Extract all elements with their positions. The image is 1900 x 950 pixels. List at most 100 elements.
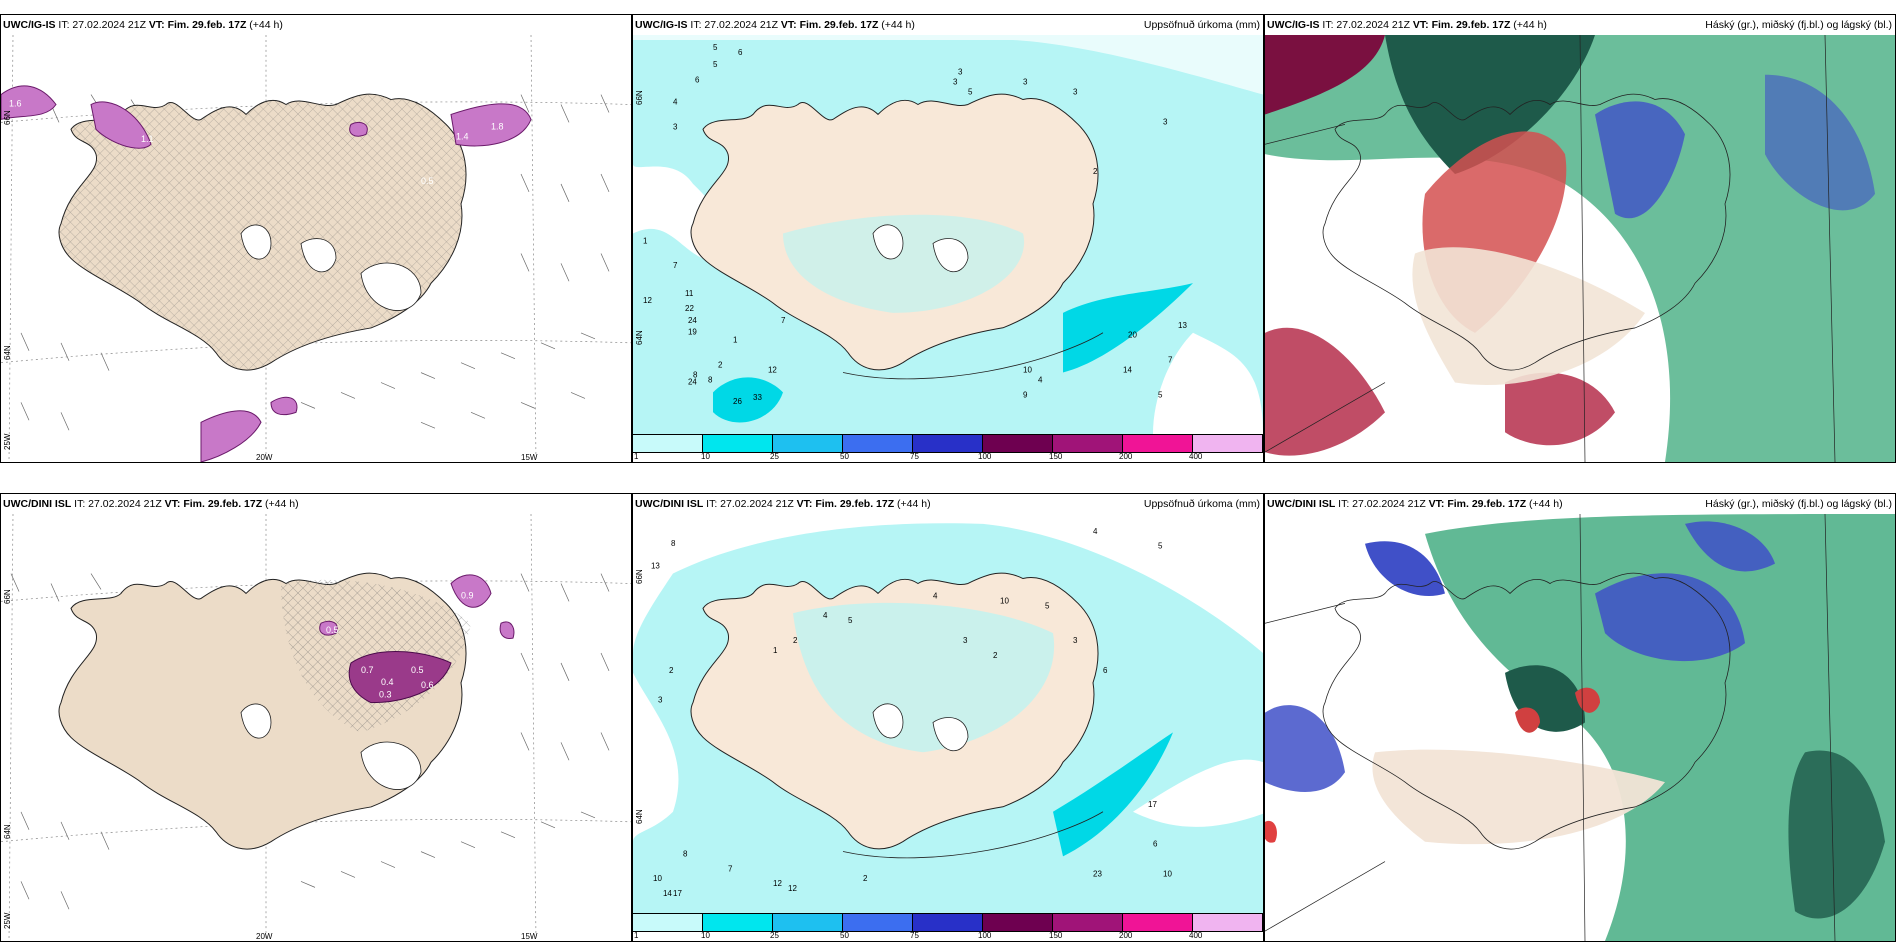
svg-text:12: 12 — [643, 296, 652, 305]
svg-text:7: 7 — [781, 316, 786, 325]
svg-text:9: 9 — [1023, 390, 1028, 399]
svg-text:6: 6 — [1103, 666, 1108, 675]
lat-label: 64N — [635, 809, 644, 824]
colorbar-tick: 200 — [1119, 931, 1133, 940]
colorbar-tick: 1 — [634, 931, 639, 940]
snow-label: 1.1 — [141, 134, 154, 144]
panel-header: UWC/IG-IS IT: 27.02.2024 21Z VT: Fim. 29… — [633, 15, 1263, 35]
cloud-map[interactable] — [1265, 35, 1895, 462]
panel-precip-dini: UWC/DINI ISL IT: 27.02.2024 21Z VT: Fim.… — [632, 493, 1264, 942]
svg-text:4: 4 — [673, 98, 678, 107]
svg-text:26: 26 — [733, 397, 742, 406]
svg-text:4: 4 — [1093, 527, 1098, 536]
colorbar-tick: 400 — [1189, 931, 1203, 940]
snow-map[interactable]: 1.6 1.1 1.4 1.8 0.5 — [1, 35, 631, 462]
lon-label: 20W — [256, 453, 273, 462]
colorbar-tick: 10 — [701, 931, 710, 940]
colorbar-tick: 400 — [1189, 452, 1203, 461]
colorbar-tick: 50 — [840, 931, 849, 940]
colorbar-segment — [843, 914, 913, 931]
svg-text:33: 33 — [753, 393, 762, 402]
svg-text:10: 10 — [1000, 596, 1009, 605]
svg-text:2: 2 — [718, 361, 723, 370]
colorbar-tick: 100 — [978, 452, 992, 461]
lon-label: 15W — [521, 453, 538, 462]
colorbar-segment — [983, 914, 1053, 931]
svg-text:6: 6 — [695, 76, 700, 85]
svg-text:12: 12 — [788, 884, 797, 893]
svg-text:1: 1 — [733, 336, 738, 345]
svg-text:0.5: 0.5 — [326, 625, 339, 635]
snow-label: 1.6 — [9, 99, 22, 109]
svg-text:10: 10 — [1163, 869, 1172, 878]
svg-text:0.5: 0.5 — [411, 665, 424, 675]
svg-text:3: 3 — [958, 68, 963, 77]
svg-text:1: 1 — [773, 646, 778, 655]
svg-text:3: 3 — [953, 78, 958, 87]
svg-text:1: 1 — [643, 236, 648, 245]
colorbar-segment — [983, 435, 1053, 452]
svg-text:19: 19 — [688, 328, 697, 337]
snow-label: 1.8 — [491, 121, 504, 131]
svg-text:3: 3 — [1163, 117, 1168, 126]
cloud-map[interactable] — [1265, 514, 1895, 941]
colorbar-segment — [913, 914, 983, 931]
svg-text:4: 4 — [823, 611, 828, 620]
lon-label: 25W — [3, 912, 12, 929]
precip-map[interactable]: 6 5 6 4 3 3 5 3 3 2 3 1 1 2 4 14 20 13 7… — [633, 35, 1263, 434]
svg-text:5: 5 — [1045, 601, 1050, 610]
svg-text:3: 3 — [673, 122, 678, 131]
svg-text:0.7: 0.7 — [361, 665, 374, 675]
svg-text:24: 24 — [688, 377, 697, 386]
svg-text:10: 10 — [653, 874, 662, 883]
svg-text:2: 2 — [993, 651, 998, 660]
svg-text:5: 5 — [713, 60, 718, 69]
colorbar-segment — [703, 435, 773, 452]
colorbar-segment — [843, 435, 913, 452]
panel-snow-dini: UWC/DINI ISL IT: 27.02.2024 21Z VT: Fim.… — [0, 493, 632, 942]
panel-header: UWC/IG-IS IT: 27.02.2024 21Z VT: Fim. 29… — [1, 15, 631, 35]
panel-clouds-igis: UWC/IG-IS IT: 27.02.2024 21Z VT: Fim. 29… — [1264, 14, 1896, 463]
colorbar-tick: 100 — [978, 931, 992, 940]
svg-text:2: 2 — [793, 636, 798, 645]
svg-text:5: 5 — [1158, 390, 1163, 399]
svg-text:0.3: 0.3 — [379, 690, 392, 700]
svg-text:0.6: 0.6 — [421, 680, 434, 690]
panel-header: UWC/DINI ISL IT: 27.02.2024 21Z VT: Fim.… — [633, 494, 1263, 514]
svg-text:3: 3 — [1073, 88, 1078, 97]
svg-text:2: 2 — [863, 874, 868, 883]
svg-text:14: 14 — [1123, 365, 1132, 374]
lat-label: 64N — [635, 330, 644, 345]
colorbar-tick: 25 — [770, 931, 779, 940]
svg-text:3: 3 — [1073, 636, 1078, 645]
svg-text:20: 20 — [1128, 331, 1137, 340]
svg-text:8: 8 — [708, 375, 713, 384]
svg-text:8: 8 — [671, 539, 676, 548]
lon-label: 20W — [256, 932, 273, 941]
svg-text:13: 13 — [651, 562, 660, 571]
panel-snow-igis: UWC/IG-IS IT: 27.02.2024 21Z VT: Fim. 29… — [0, 14, 632, 463]
colorbar-tick: 75 — [910, 452, 919, 461]
colorbar-segment — [1053, 914, 1123, 931]
colorbar-segment — [773, 435, 843, 452]
svg-text:12: 12 — [773, 879, 782, 888]
svg-text:5: 5 — [713, 43, 718, 52]
svg-text:5: 5 — [1158, 542, 1163, 551]
svg-text:23: 23 — [1093, 869, 1102, 878]
colorbar-segment — [1193, 914, 1263, 931]
svg-text:5: 5 — [848, 616, 853, 625]
svg-text:10: 10 — [1023, 365, 1032, 374]
svg-text:17: 17 — [1148, 800, 1157, 809]
svg-text:2: 2 — [669, 666, 674, 675]
precip-map[interactable]: 8 13 2 3 2 1 4 10 5 3 6 3 2 5 17 23 6 10… — [633, 514, 1263, 913]
svg-text:17: 17 — [673, 889, 682, 898]
svg-text:6: 6 — [738, 48, 743, 57]
panel-precip-igis: UWC/IG-IS IT: 27.02.2024 21Z VT: Fim. 29… — [632, 14, 1264, 463]
snow-map[interactable]: 0.7 0.4 0.5 0.9 0.3 0.6 0.5 — [1, 514, 631, 941]
lon-label: 15W — [521, 932, 538, 941]
colorbar-segment — [773, 914, 843, 931]
lat-label: 66N — [3, 110, 12, 125]
svg-text:3: 3 — [658, 696, 663, 705]
colorbar-tick: 150 — [1049, 452, 1063, 461]
svg-text:14: 14 — [663, 889, 672, 898]
